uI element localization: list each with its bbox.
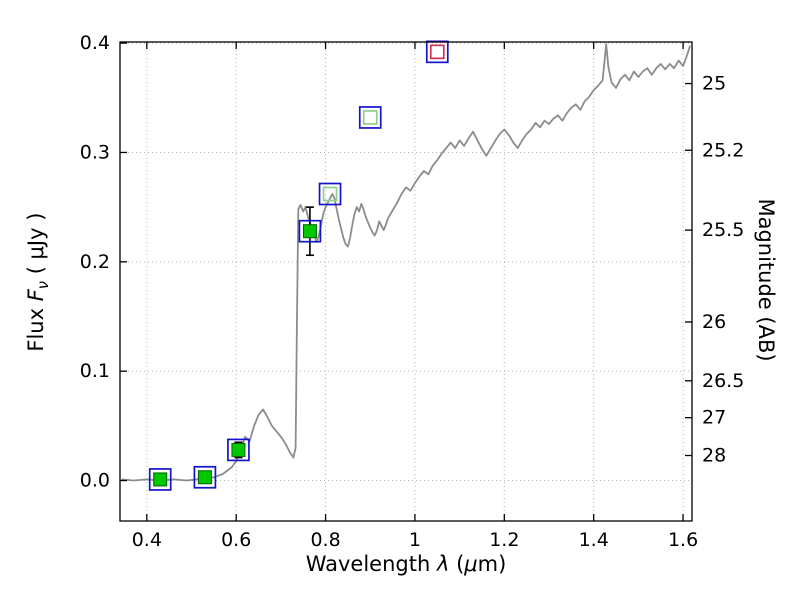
lambda-symbol: λ bbox=[436, 552, 450, 576]
aperture-square bbox=[148, 468, 172, 491]
y-tick-label: 0.1 bbox=[80, 360, 110, 382]
aperture-square bbox=[318, 182, 342, 206]
x-tick-label: 0.8 bbox=[310, 529, 340, 551]
x-tick-label: 0.6 bbox=[221, 529, 251, 551]
x-tick-label: 1.2 bbox=[489, 529, 519, 551]
aperture-square bbox=[358, 106, 382, 129]
model-photometry-point bbox=[322, 186, 338, 202]
x-tick-label: 0.4 bbox=[132, 529, 162, 551]
axes-frame bbox=[119, 41, 693, 522]
y-tick-label: 0.2 bbox=[80, 251, 110, 273]
y-axis-label-left: Flux Fν ( μJy ) bbox=[24, 122, 52, 442]
y-tick-label: 0.4 bbox=[80, 32, 110, 54]
aperture-square bbox=[298, 219, 322, 243]
y-axis-label-right: Magnitude (AB) bbox=[754, 198, 778, 362]
observed-photometry-point bbox=[302, 224, 317, 239]
y-tick-label: 0.3 bbox=[80, 141, 110, 163]
flux-unit: ( μJy ) bbox=[23, 212, 48, 281]
mu-symbol: μ bbox=[464, 552, 478, 576]
magnitude-tick-label: 25.2 bbox=[702, 139, 744, 161]
x-axis-unit-open: ( bbox=[449, 552, 465, 576]
x-tick-label: 1.6 bbox=[668, 529, 698, 551]
model-photometry-point bbox=[429, 44, 445, 60]
flux-label-text: Flux bbox=[23, 301, 48, 352]
magnitude-tick-label: 25.5 bbox=[702, 219, 744, 241]
x-tick-label: 1.4 bbox=[579, 529, 609, 551]
x-axis-label: Wavelength λ (μm) bbox=[120, 552, 692, 576]
y-tick-label: 0.0 bbox=[80, 470, 110, 492]
x-tick-label: 1 bbox=[409, 529, 421, 551]
aperture-square bbox=[227, 438, 250, 462]
aperture-square bbox=[193, 465, 217, 489]
x-axis-label-text: Wavelength bbox=[305, 552, 437, 576]
flux-symbol: F bbox=[23, 289, 48, 302]
magnitude-tick-label: 26 bbox=[702, 311, 726, 333]
aperture-square bbox=[425, 40, 449, 64]
observed-photometry-point bbox=[197, 470, 212, 485]
observed-photometry-point bbox=[153, 472, 168, 487]
flux-subscript-nu: ν bbox=[35, 280, 53, 290]
magnitude-tick-label: 25 bbox=[702, 73, 726, 95]
observed-photometry-point bbox=[231, 442, 246, 457]
magnitude-tick-label: 28 bbox=[702, 444, 726, 466]
x-axis-unit-close: m) bbox=[477, 552, 507, 576]
magnitude-tick-label: 27 bbox=[702, 407, 726, 429]
spectrum-line bbox=[121, 43, 691, 482]
model-photometry-point bbox=[362, 110, 378, 125]
magnitude-tick-label: 26.5 bbox=[702, 370, 744, 392]
